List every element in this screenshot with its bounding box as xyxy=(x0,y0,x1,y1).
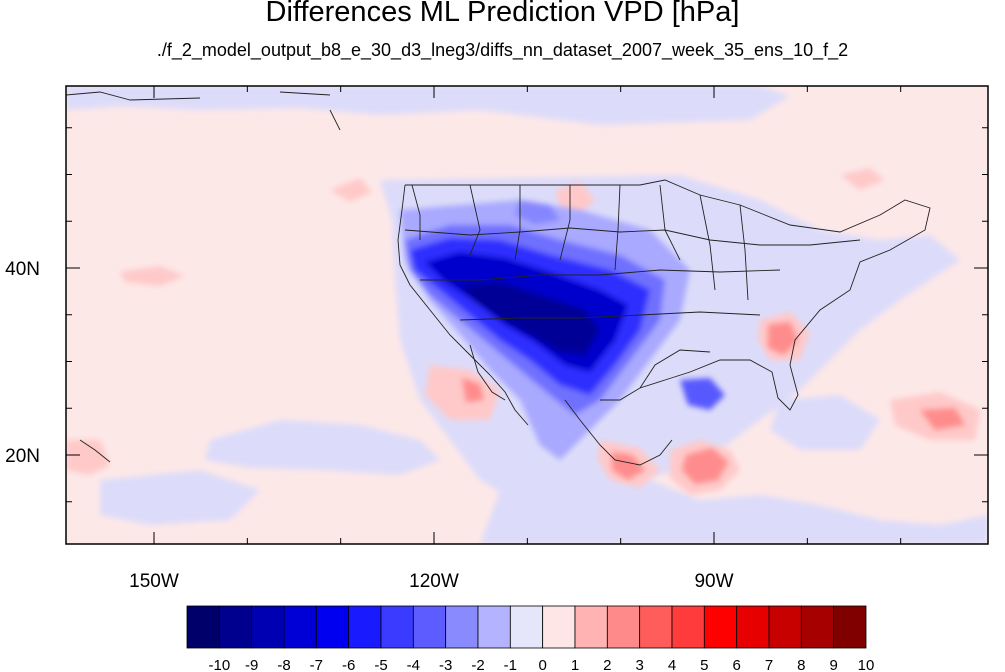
colorbar-label: 2 xyxy=(603,657,611,672)
axis-ticks xyxy=(66,86,988,544)
colorbar-swatch xyxy=(703,605,738,649)
lon-label-150w: 150W xyxy=(129,571,179,592)
lat-label-20n: 20N xyxy=(5,446,40,467)
colorbar-label: 10 xyxy=(858,657,875,672)
lon-label-90w: 90W xyxy=(694,571,733,592)
colorbar-swatch xyxy=(736,605,770,649)
colorbar-swatch xyxy=(768,605,802,649)
coastlines xyxy=(66,91,931,466)
colorbar-swatch xyxy=(412,605,447,649)
colorbar-swatch xyxy=(800,605,835,649)
colorbar-swatch xyxy=(380,605,414,649)
colorbar-label: -2 xyxy=(471,657,484,672)
colorbar-label: 9 xyxy=(829,657,837,672)
colorbar-label: 0 xyxy=(538,657,546,672)
vpd-difference-field xyxy=(66,86,988,544)
colorbar-swatch xyxy=(671,605,705,649)
colorbar-swatch xyxy=(574,605,608,649)
lat-label-40n: 40N xyxy=(5,259,40,280)
lon-label-120w: 120W xyxy=(409,571,459,592)
colorbar-label: -4 xyxy=(407,657,420,672)
map-title: Differences ML Prediction VPD [hPa] xyxy=(265,0,740,28)
colorbar-label: -7 xyxy=(310,657,323,672)
colorbar-label: 1 xyxy=(571,657,579,672)
colorbar-swatch xyxy=(542,605,576,649)
colorbar-swatch xyxy=(218,605,253,649)
colorbar-label: -6 xyxy=(342,657,355,672)
colorbar-swatch xyxy=(186,605,220,649)
colorbar: -10 -9 -8 -7 -6 -5 -4 -3 -2 -1 0 1 2 3 4 5 6 7 8 9 10 xyxy=(186,605,875,672)
colorbar-label: 8 xyxy=(797,657,805,672)
colorbar-swatch xyxy=(283,605,317,649)
colorbar-swatch xyxy=(639,605,673,649)
colorbar-label: 3 xyxy=(635,657,643,672)
colorbar-swatch xyxy=(315,605,350,649)
colorbar-label: 6 xyxy=(732,657,740,672)
colorbar-label: -1 xyxy=(504,657,517,672)
colorbar-label: 7 xyxy=(765,657,773,672)
colorbar-swatch xyxy=(445,605,479,649)
colorbar-label: -5 xyxy=(374,657,387,672)
colorbar-label: -10 xyxy=(208,657,230,672)
colorbar-swatch xyxy=(251,605,285,649)
colorbar-label: 4 xyxy=(668,657,676,672)
colorbar-label: -9 xyxy=(245,657,258,672)
colorbar-label: -3 xyxy=(439,657,452,672)
colorbar-swatch xyxy=(606,605,641,649)
colorbar-swatch xyxy=(477,605,511,649)
map-subtitle: ./f_2_model_output_b8_e_30_d3_lneg3/diff… xyxy=(156,40,849,60)
colorbar-label: -8 xyxy=(277,657,290,672)
colorbar-swatch xyxy=(348,605,382,649)
colorbar-swatch xyxy=(509,605,544,649)
colorbar-label: 5 xyxy=(700,657,708,672)
colorbar-swatch xyxy=(833,605,867,649)
